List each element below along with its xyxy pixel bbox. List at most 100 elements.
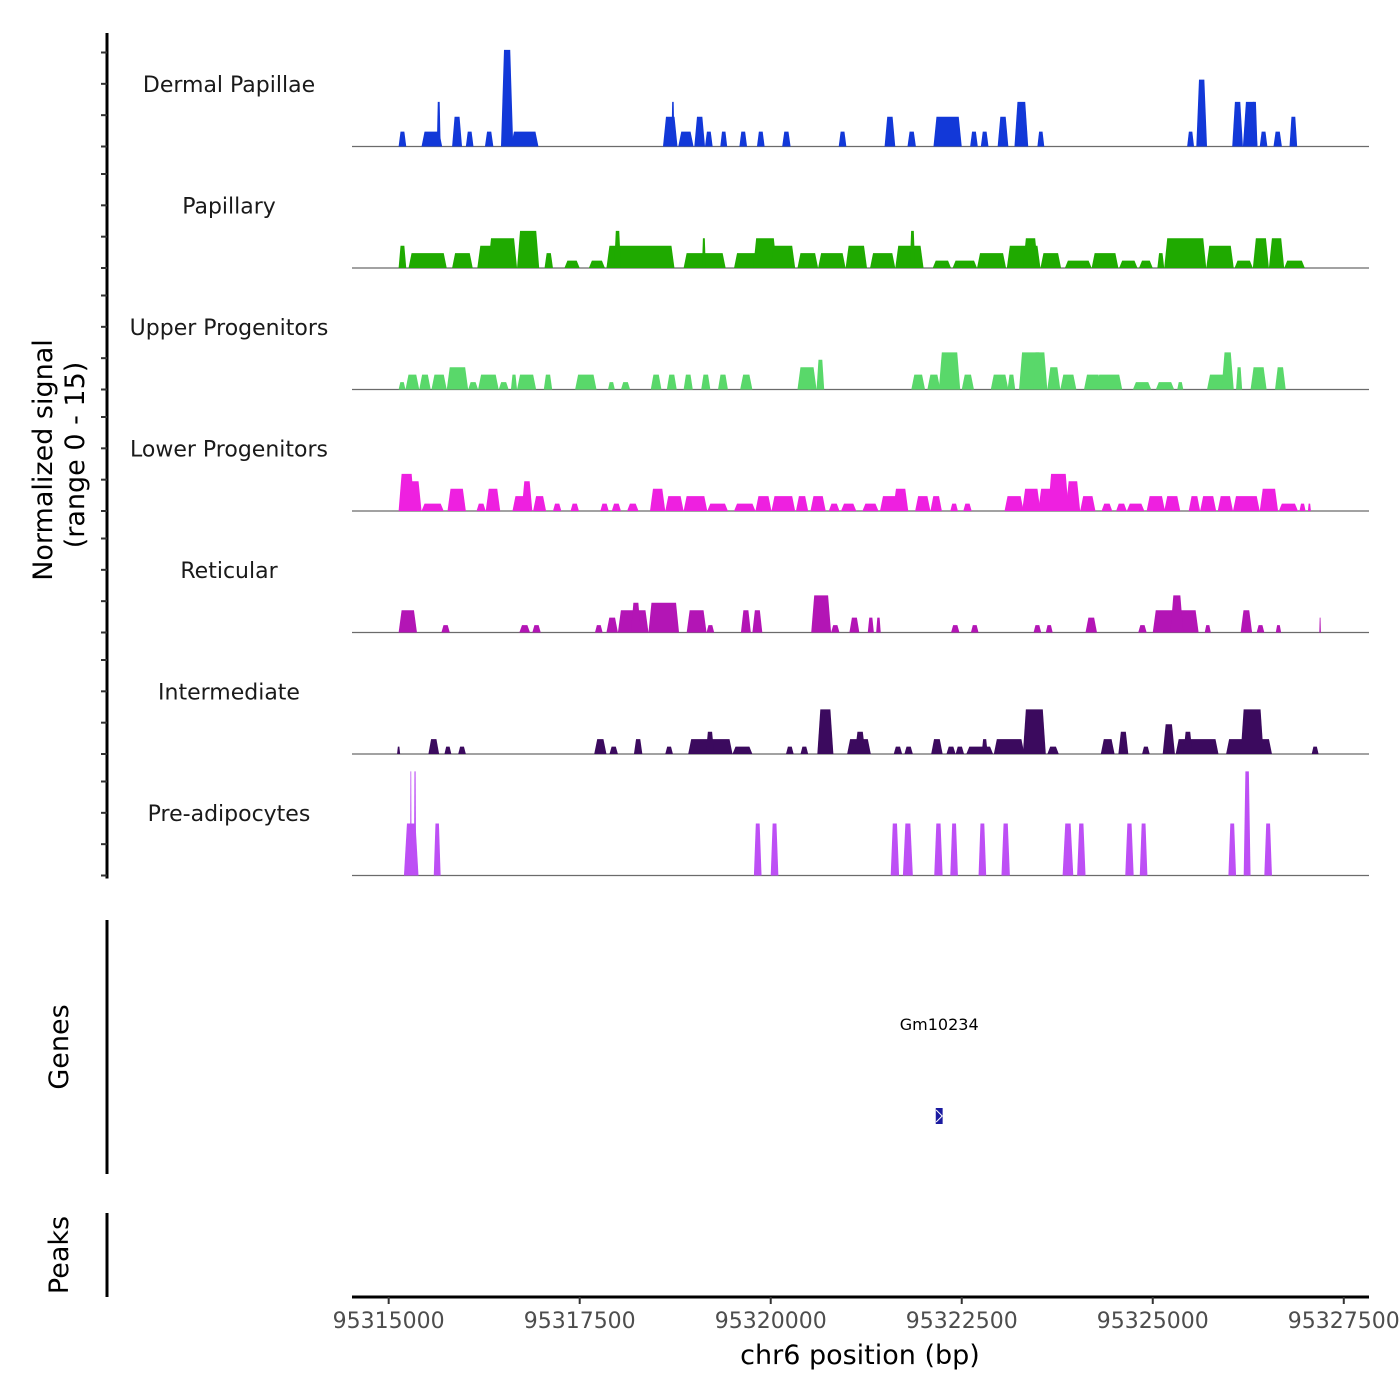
- signal-peak: [970, 131, 978, 147]
- signal-peak: [1234, 260, 1253, 268]
- signal-peak: [782, 131, 791, 147]
- signal-peak: [933, 116, 962, 147]
- signal-peak: [720, 131, 728, 147]
- track-label: Upper Progenitors: [130, 316, 329, 341]
- signal-peak: [447, 488, 466, 511]
- track-papillary: Papillary: [182, 195, 1369, 269]
- signal-peak: [932, 260, 952, 268]
- signal-peak: [607, 382, 615, 390]
- signal-peak: [786, 746, 794, 754]
- signal-peak: [966, 746, 994, 754]
- signal-peak: [934, 823, 943, 876]
- track-intermediate: Intermediate: [158, 681, 1369, 755]
- signal-peak: [981, 739, 988, 754]
- signal-peak: [707, 503, 728, 511]
- track-label: Papillary: [182, 195, 276, 220]
- signal-peak: [1132, 382, 1152, 390]
- signal-peak: [1221, 352, 1234, 390]
- signal-peak: [662, 116, 678, 147]
- track-lower-progenitors: Lower Progenitors: [130, 438, 1369, 512]
- signal-peak: [633, 739, 643, 754]
- signal-peak: [665, 496, 684, 511]
- signal-peak: [1091, 253, 1119, 268]
- signal-peak: [1162, 724, 1175, 754]
- signal-peak: [1319, 617, 1321, 633]
- signal-peak: [1118, 731, 1129, 754]
- signal-peak: [398, 245, 407, 268]
- signal-peak: [870, 253, 896, 268]
- signal-peak: [818, 253, 846, 268]
- x-tick-label: 95327500: [1288, 1309, 1400, 1334]
- signal-peak: [600, 503, 609, 511]
- signal-peak: [594, 739, 607, 754]
- signal-peak: [740, 610, 751, 633]
- signal-peak: [1240, 709, 1264, 754]
- signal-peak: [1138, 625, 1147, 633]
- signal-peak: [862, 503, 879, 511]
- signal-peak: [408, 253, 447, 268]
- signal-peak: [1157, 253, 1165, 268]
- x-axis: 95315000 95317500 95320000 95322500 95325000…: [333, 1295, 1400, 1334]
- signal-peak: [398, 610, 417, 633]
- signal-peak: [533, 496, 547, 511]
- signal-peak: [1250, 367, 1267, 390]
- signal-peak: [1204, 625, 1211, 633]
- signal-peak: [1065, 481, 1081, 511]
- signal-peak: [817, 709, 834, 754]
- gene-label: Gm10234: [900, 1015, 979, 1034]
- signal-peak: [1273, 131, 1282, 147]
- signal-peak: [1259, 131, 1268, 147]
- signal-peak: [849, 617, 860, 633]
- signal-peak: [1177, 382, 1184, 390]
- signal-peak: [666, 374, 677, 390]
- signal-peak: [588, 260, 605, 268]
- signal-peak: [816, 359, 825, 390]
- signal-peak: [1232, 496, 1260, 511]
- signal-peak: [904, 746, 913, 754]
- signal-peak: [1064, 260, 1092, 268]
- signal-peak: [1278, 503, 1298, 511]
- x-tick-label: 95325000: [1097, 1309, 1209, 1334]
- signal-peak: [980, 131, 989, 147]
- x-tick-label: 95320000: [715, 1309, 827, 1334]
- track-dermal-papillae: Dermal Papillae: [143, 49, 1369, 148]
- signal-peak: [1033, 352, 1042, 390]
- signal-peak: [452, 253, 473, 268]
- signal-peak: [410, 771, 412, 876]
- signal-peak: [575, 374, 597, 390]
- signal-peak: [671, 101, 675, 147]
- signal-peak: [1264, 823, 1272, 876]
- track-label: Dermal Papillae: [143, 73, 315, 98]
- signal-peak: [717, 374, 728, 390]
- signal-peak: [771, 496, 796, 511]
- signal-peak: [1187, 131, 1195, 147]
- signal-peak: [938, 352, 961, 390]
- signal-peak: [404, 481, 422, 511]
- signal-peak: [734, 503, 756, 511]
- signal-peak: [519, 625, 531, 633]
- signal-peak: [950, 503, 958, 511]
- signal-y-axis: [101, 33, 109, 879]
- signal-peak: [800, 746, 809, 754]
- signal-peak: [752, 610, 763, 633]
- signal-peak: [436, 101, 441, 147]
- signal-peak: [831, 625, 840, 633]
- signal-peak: [990, 374, 1009, 390]
- signal-peak: [1188, 496, 1201, 511]
- signal-peak: [683, 496, 708, 511]
- y-axis-title-line2: (range 0 - 15): [60, 362, 91, 549]
- signal-peak: [627, 503, 639, 511]
- signal-peak: [678, 131, 694, 147]
- signal-peak: [441, 625, 450, 633]
- signal-peak: [1125, 823, 1134, 876]
- track-label: Lower Progenitors: [130, 438, 328, 463]
- signal-peak: [1252, 238, 1269, 268]
- signal-peak: [977, 253, 1007, 268]
- signal-peak: [1170, 595, 1184, 633]
- signal-peak: [484, 131, 494, 147]
- signal-peak: [955, 746, 965, 754]
- signal-peak: [413, 771, 417, 876]
- signal-peak: [620, 382, 631, 390]
- signal-peak: [1033, 625, 1042, 633]
- signal-peak: [488, 238, 518, 268]
